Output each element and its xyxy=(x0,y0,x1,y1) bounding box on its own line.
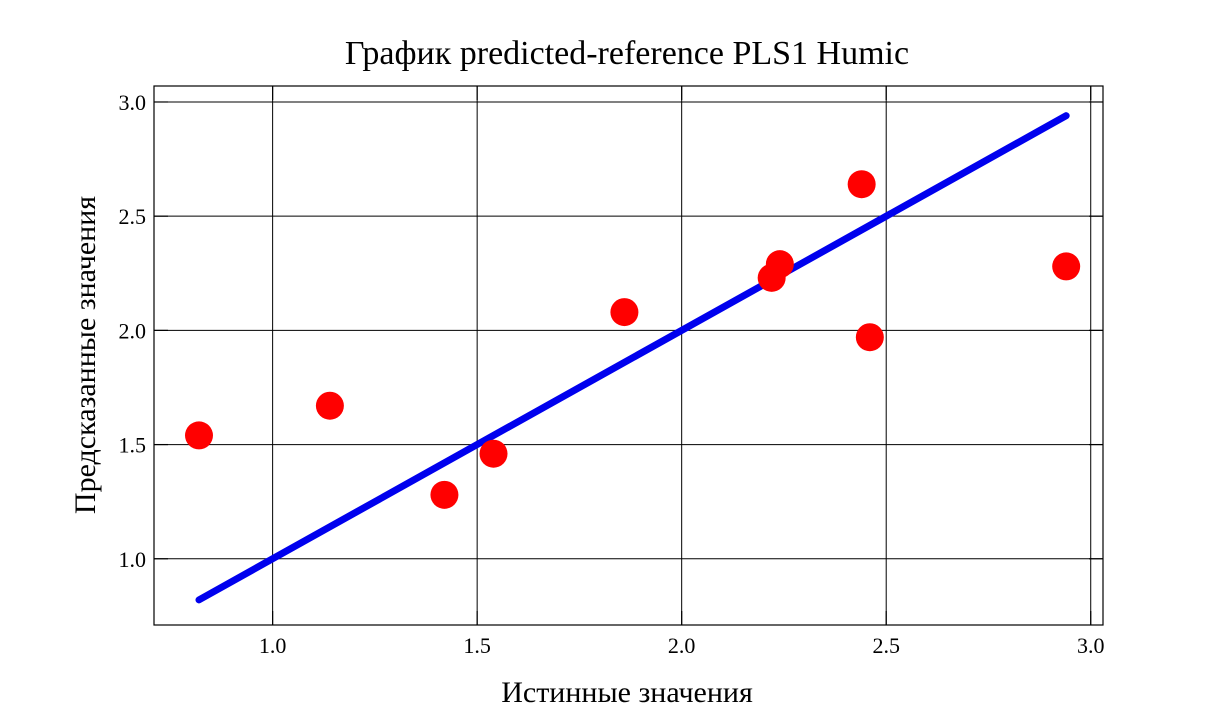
y-tick-label: 3.0 xyxy=(119,90,147,115)
data-point xyxy=(610,298,639,327)
y-tick-label: 1.5 xyxy=(119,433,147,458)
plot-frame xyxy=(153,85,1104,626)
data-point xyxy=(765,250,794,279)
data-point xyxy=(855,323,884,352)
y-tick-label: 1.0 xyxy=(119,547,147,572)
y-tick-label: 2.0 xyxy=(119,318,147,343)
data-point xyxy=(315,391,344,420)
fit-line-layer xyxy=(195,112,1070,604)
data-point xyxy=(184,421,213,450)
ticks: 1.0 1.5 2.0 2.5 3.0 1.0 1.5 2.0 2.5 3.0 xyxy=(119,86,1105,658)
grid xyxy=(154,86,1103,625)
x-axis-label: Истинные значения xyxy=(501,676,753,709)
chart-title: График predicted-reference PLS1 Humic xyxy=(345,35,909,72)
y-axis-label: Предсказанные значения xyxy=(69,196,102,514)
fit-line xyxy=(195,112,1070,604)
data-point xyxy=(1052,252,1081,281)
x-tick-label: 2.5 xyxy=(872,633,900,658)
data-point xyxy=(847,170,876,199)
points-layer xyxy=(184,170,1081,509)
x-tick-label: 3.0 xyxy=(1077,633,1105,658)
data-point xyxy=(430,480,459,509)
x-tick-label: 2.0 xyxy=(668,633,696,658)
x-tick-label: 1.0 xyxy=(259,633,287,658)
y-tick-label: 2.5 xyxy=(119,204,147,229)
data-point xyxy=(479,439,508,468)
x-tick-label: 1.5 xyxy=(463,633,491,658)
